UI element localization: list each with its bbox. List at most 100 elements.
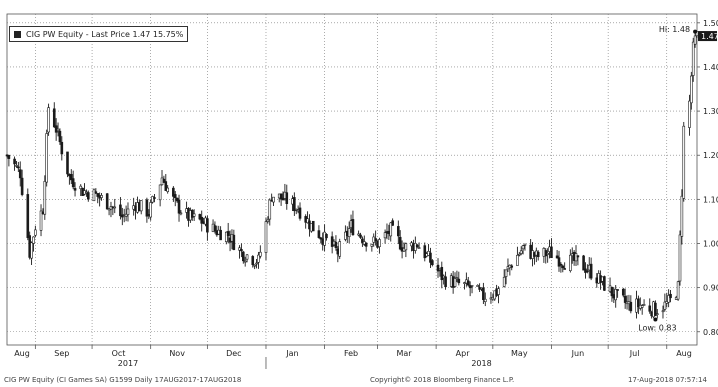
price-candle: [656, 313, 659, 315]
price-candle: [516, 254, 519, 266]
price-candle: [334, 241, 338, 249]
month-label: Oct: [112, 349, 126, 358]
price-candle: [153, 197, 156, 199]
month-label: Jan: [285, 349, 298, 358]
price-candle: [680, 195, 684, 237]
price-candle: [272, 196, 275, 203]
price-candle: [158, 184, 162, 201]
price-candle: [423, 245, 427, 259]
price-candle: [224, 231, 228, 242]
price-candle: [198, 214, 202, 220]
month-label: Mar: [396, 349, 412, 358]
price-candle: [238, 247, 241, 251]
legend: CIG PW Equity - Last Price 1.47 15.75%: [9, 26, 189, 42]
price-candle: [164, 181, 168, 191]
last-price-label: 1.47: [701, 32, 718, 41]
price-candle: [179, 212, 183, 215]
price-candle: [298, 207, 302, 219]
price-candle: [253, 264, 256, 267]
price-candle: [30, 242, 33, 259]
price-candle: [550, 246, 553, 259]
last-price-tag: [698, 31, 717, 42]
price-candle: [693, 35, 697, 45]
price-candle: [521, 245, 525, 250]
price-candle: [145, 199, 149, 217]
price-candle: [690, 75, 693, 104]
price-candle: [661, 310, 665, 313]
month-label: Jul: [629, 349, 640, 358]
price-candle: [39, 210, 43, 231]
price-candle: [640, 305, 644, 308]
price-candle: [173, 194, 177, 199]
price-candle: [482, 287, 485, 301]
price-candle: [213, 225, 217, 232]
price-candle: [264, 221, 268, 253]
price-candle: [614, 289, 618, 301]
price-candle: [319, 237, 323, 240]
price-candle: [259, 251, 262, 257]
price-candle: [126, 208, 130, 215]
year-label: 2018: [471, 359, 491, 368]
price-candle: [455, 277, 459, 280]
price-candle: [86, 192, 90, 200]
plot-frame: [6, 13, 698, 346]
price-candle: [519, 250, 523, 254]
price-candle: [383, 232, 387, 239]
month-label: Feb: [344, 349, 358, 358]
price-candle: [391, 220, 394, 226]
price-candle: [582, 255, 585, 271]
price-candle: [151, 196, 154, 203]
price-candle: [162, 178, 166, 183]
price-candle: [232, 234, 236, 250]
price-candle: [364, 242, 368, 247]
y-tick-label: 1.40: [703, 63, 718, 72]
price-candle: [175, 197, 179, 202]
gridlines: [6, 13, 698, 346]
price-candle: [26, 194, 30, 238]
price-candle: [431, 260, 434, 266]
price-candle: [468, 285, 472, 289]
price-candle: [576, 255, 580, 258]
price-candle: [32, 236, 35, 244]
footer-left: CIG PW Equity (CI Games SA) G1599 Daily …: [4, 376, 242, 384]
price-candle: [323, 231, 326, 246]
low-label: Low: 0.83: [638, 324, 676, 333]
price-candle: [621, 288, 625, 296]
legend-swatch: [14, 30, 21, 38]
price-candle: [483, 298, 487, 303]
price-candle: [691, 41, 695, 76]
price-candle: [669, 293, 672, 299]
price-candle: [555, 255, 559, 259]
annotations: Hi: 1.48 Low: 0.83 1.47: [638, 25, 718, 332]
month-label: Sep: [54, 349, 69, 358]
price-candle: [325, 233, 328, 239]
price-candle: [79, 185, 83, 189]
price-candle: [121, 214, 124, 218]
price-candle: [18, 169, 22, 179]
price-candle: [240, 249, 243, 252]
month-label: Jun: [571, 349, 585, 358]
high-label: Hi: 1.48: [659, 25, 690, 34]
price-candle: [219, 229, 222, 241]
price-candle: [34, 229, 37, 236]
price-candle: [285, 192, 289, 204]
price-candle: [648, 305, 652, 312]
price-candle: [429, 252, 432, 263]
price-candle: [397, 226, 400, 237]
price-candle: [206, 218, 209, 233]
price-candle: [370, 243, 374, 247]
price-candle: [637, 298, 640, 308]
month-label: Dec: [226, 349, 241, 358]
price-candle: [113, 206, 117, 209]
price-candle: [266, 219, 270, 222]
price-candle: [251, 256, 255, 265]
price-candle: [7, 155, 11, 159]
price-candle: [510, 265, 514, 268]
footer-copyright: Copyright© 2018 Bloomberg Finance L.P.: [370, 376, 515, 384]
price-candle: [281, 197, 285, 201]
price-candle: [268, 199, 272, 220]
price-candle: [245, 254, 249, 260]
price-candle: [200, 216, 204, 224]
price-candle: [279, 193, 283, 200]
